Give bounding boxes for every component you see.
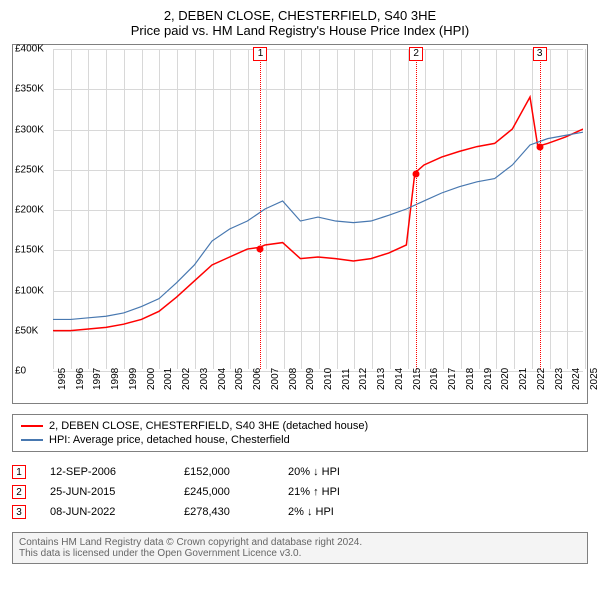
event-marker-line [540, 49, 541, 369]
x-axis-label: 1995 [57, 368, 68, 390]
plot-area: 1 2 3 [53, 49, 583, 369]
events-table: 1 12-SEP-2006 £152,000 20% ↓ HPI 2 25-JU… [12, 462, 588, 522]
y-axis-label: £100K [15, 285, 44, 296]
y-axis-label: £150K [15, 245, 44, 256]
legend: 2, DEBEN CLOSE, CHESTERFIELD, S40 3HE (d… [12, 414, 588, 452]
line-layer [53, 49, 583, 369]
x-axis-label: 2000 [146, 368, 157, 390]
x-axis-label: 1998 [110, 368, 121, 390]
x-axis-label: 2021 [518, 368, 529, 390]
event-price: £152,000 [184, 466, 264, 478]
footnote: Contains HM Land Registry data © Crown c… [12, 532, 588, 564]
legend-item-property: 2, DEBEN CLOSE, CHESTERFIELD, S40 3HE (d… [21, 419, 579, 433]
event-row: 2 25-JUN-2015 £245,000 21% ↑ HPI [12, 482, 588, 502]
event-marker-line [260, 49, 261, 369]
y-axis-label: £350K [15, 84, 44, 95]
x-axis-label: 2016 [429, 368, 440, 390]
x-axis-label: 1997 [92, 368, 103, 390]
x-axis-label: 2002 [181, 368, 192, 390]
chart-title: 2, DEBEN CLOSE, CHESTERFIELD, S40 3HE [12, 8, 588, 23]
x-axis-label: 2019 [483, 368, 494, 390]
y-axis-label: £300K [15, 124, 44, 135]
event-marker-number: 3 [12, 505, 26, 519]
y-axis-label: £200K [15, 205, 44, 216]
event-row: 1 12-SEP-2006 £152,000 20% ↓ HPI [12, 462, 588, 482]
x-axis-label: 2006 [252, 368, 263, 390]
x-axis-label: 2011 [341, 368, 352, 390]
event-date: 25-JUN-2015 [50, 486, 160, 498]
event-marker-number: 1 [12, 465, 26, 479]
event-date: 12-SEP-2006 [50, 466, 160, 478]
x-axis-label: 2017 [447, 368, 458, 390]
x-axis-label: 2023 [554, 368, 565, 390]
event-marker-number: 2 [12, 485, 26, 499]
chart-subtitle: Price paid vs. HM Land Registry's House … [12, 23, 588, 38]
y-axis-label: £250K [15, 164, 44, 175]
event-diff: 20% ↓ HPI [288, 466, 388, 478]
x-axis-label: 2004 [217, 368, 228, 390]
event-row: 3 08-JUN-2022 £278,430 2% ↓ HPI [12, 502, 588, 522]
x-axis-label: 2010 [323, 368, 334, 390]
event-marker-dot [413, 170, 420, 177]
event-marker-box: 1 [253, 47, 267, 61]
x-axis-label: 1996 [75, 368, 86, 390]
legend-swatch [21, 425, 43, 427]
legend-item-hpi: HPI: Average price, detached house, Ches… [21, 433, 579, 447]
event-marker-box: 2 [409, 47, 423, 61]
event-price: £278,430 [184, 506, 264, 518]
event-marker-dot [536, 143, 543, 150]
chart-box: 1 2 3 £0 £50K £100K £150K £200K £250K £300K £350K… [12, 44, 588, 404]
event-diff: 2% ↓ HPI [288, 506, 388, 518]
x-axis-label: 2003 [199, 368, 210, 390]
x-axis-label: 2007 [270, 368, 281, 390]
event-marker-box: 3 [533, 47, 547, 61]
x-axis-label: 2018 [465, 368, 476, 390]
footnote-line: This data is licensed under the Open Gov… [19, 548, 581, 559]
event-diff: 21% ↑ HPI [288, 486, 388, 498]
event-marker-dot [257, 245, 264, 252]
legend-swatch [21, 439, 43, 441]
x-axis-label: 2025 [589, 368, 600, 390]
x-axis-label: 2014 [394, 368, 405, 390]
x-axis-label: 2013 [376, 368, 387, 390]
x-axis-label: 2001 [163, 368, 174, 390]
x-axis-label: 2008 [288, 368, 299, 390]
series-property [53, 97, 583, 331]
legend-label: HPI: Average price, detached house, Ches… [49, 434, 290, 446]
x-axis-label: 1999 [128, 368, 139, 390]
y-axis-label: £400K [15, 44, 44, 55]
chart-container: 2, DEBEN CLOSE, CHESTERFIELD, S40 3HE Pr… [0, 0, 600, 590]
event-price: £245,000 [184, 486, 264, 498]
legend-label: 2, DEBEN CLOSE, CHESTERFIELD, S40 3HE (d… [49, 420, 368, 432]
x-axis-label: 2012 [358, 368, 369, 390]
y-axis-label: £0 [15, 366, 26, 377]
series-hpi [53, 132, 583, 319]
event-date: 08-JUN-2022 [50, 506, 160, 518]
footnote-line: Contains HM Land Registry data © Crown c… [19, 537, 581, 548]
event-marker-line [416, 49, 417, 369]
x-axis-label: 2022 [536, 368, 547, 390]
x-axis-label: 2005 [234, 368, 245, 390]
x-axis-label: 2015 [412, 368, 423, 390]
x-axis-label: 2024 [571, 368, 582, 390]
y-axis-label: £50K [15, 325, 38, 336]
x-axis-label: 2020 [500, 368, 511, 390]
x-axis-label: 2009 [305, 368, 316, 390]
